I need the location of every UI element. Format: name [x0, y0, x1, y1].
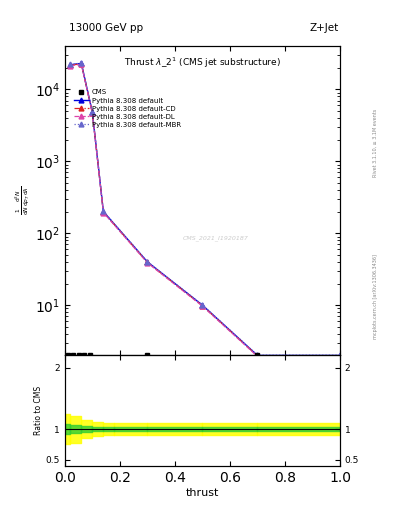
Text: Z+Jet: Z+Jet	[310, 23, 339, 33]
Text: Rivet 3.1.10, ≥ 3.1M events: Rivet 3.1.10, ≥ 3.1M events	[373, 109, 378, 178]
Text: CMS_2021_I1920187: CMS_2021_I1920187	[183, 235, 249, 241]
Text: Thrust $\lambda\_2^1$ (CMS jet substructure): Thrust $\lambda\_2^1$ (CMS jet substruct…	[124, 55, 281, 70]
Legend: CMS, Pythia 8.308 default, Pythia 8.308 default-CD, Pythia 8.308 default-DL, Pyt: CMS, Pythia 8.308 default, Pythia 8.308 …	[71, 87, 184, 131]
Text: mcplots.cern.ch [arXiv:1306.3436]: mcplots.cern.ch [arXiv:1306.3436]	[373, 254, 378, 339]
X-axis label: thrust: thrust	[186, 487, 219, 498]
Y-axis label: Ratio to CMS: Ratio to CMS	[34, 386, 43, 435]
Y-axis label: $\frac{1}{\mathrm{d}N}\frac{\mathrm{d}^2N}{\mathrm{d}p_T\,\mathrm{d}\lambda}$: $\frac{1}{\mathrm{d}N}\frac{\mathrm{d}^2…	[14, 186, 32, 216]
Text: 13000 GeV pp: 13000 GeV pp	[69, 23, 143, 33]
